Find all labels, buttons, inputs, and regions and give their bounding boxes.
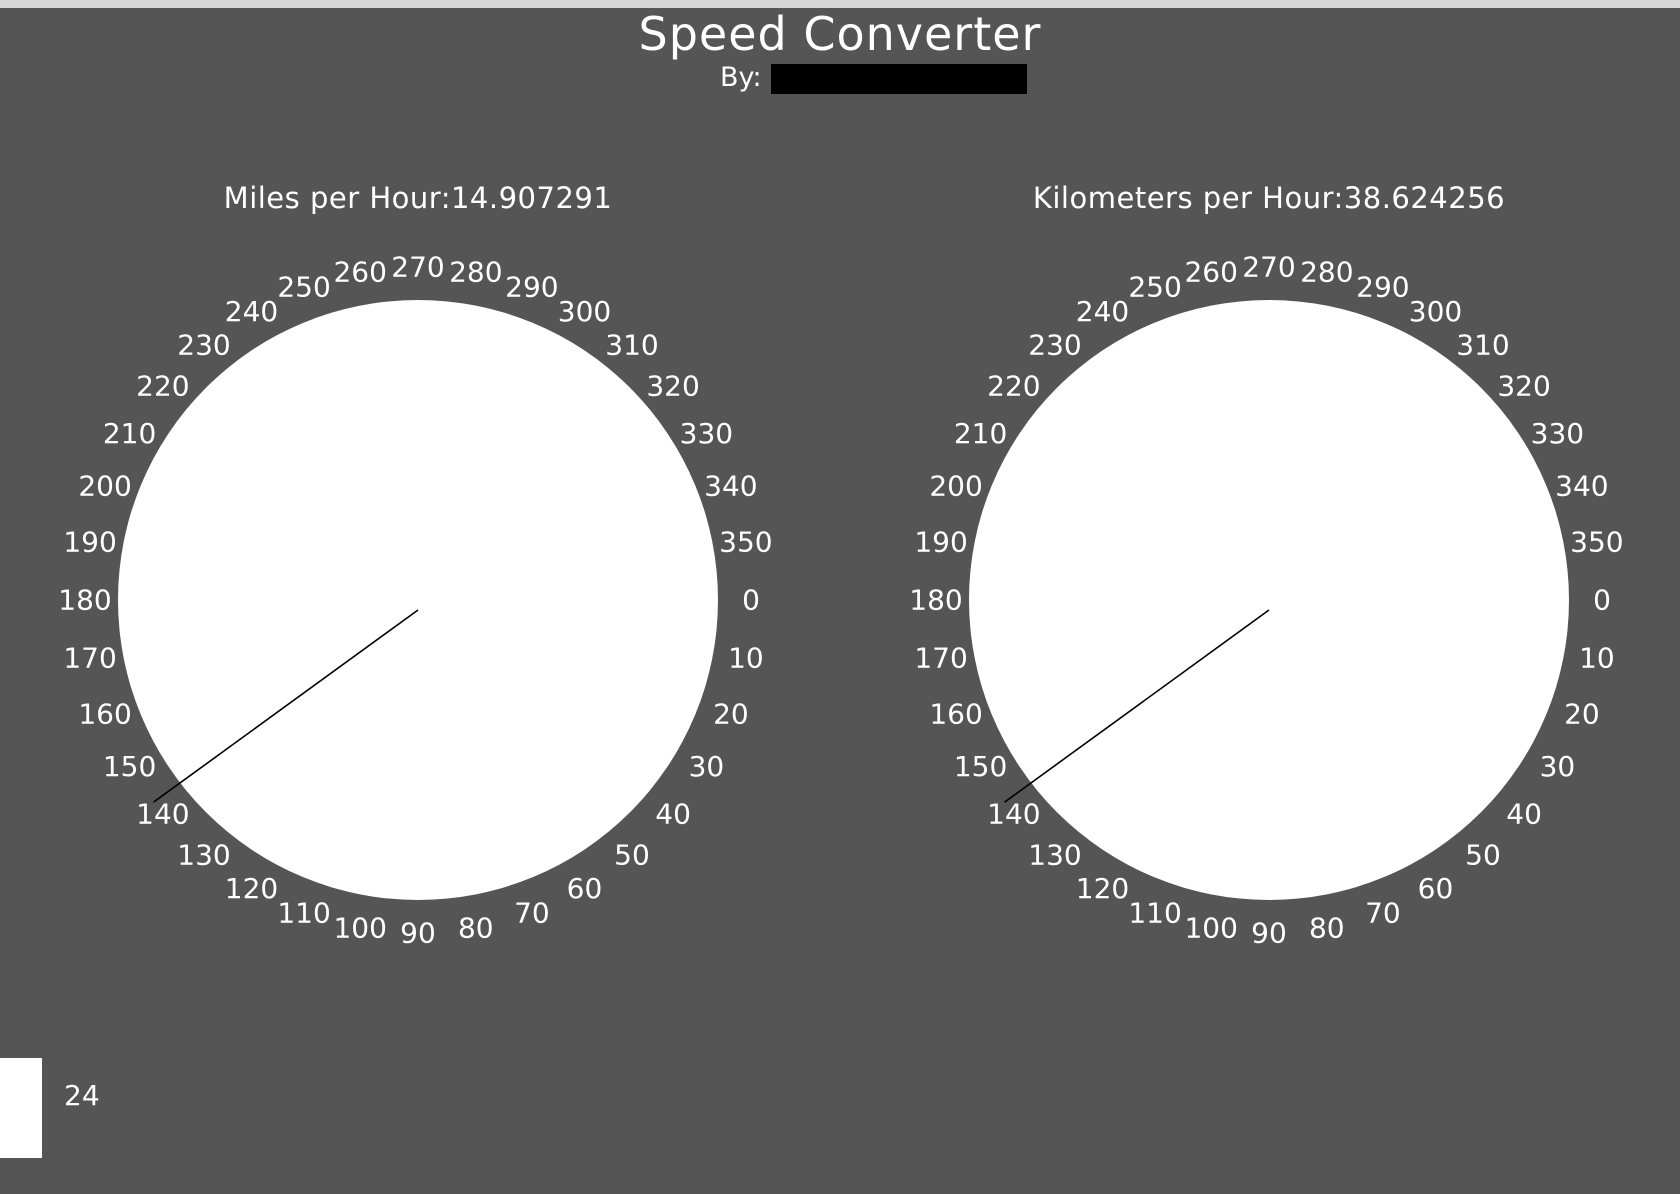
gauge-tick-label: 110 — [277, 896, 330, 929]
gauge-tick-label: 90 — [1251, 917, 1287, 950]
gauge-tick-label: 290 — [1356, 271, 1409, 304]
gauge-tick-label: 260 — [1184, 256, 1237, 289]
gauge-tick-label: 120 — [225, 872, 278, 905]
gauge-tick-label: 250 — [1128, 271, 1181, 304]
gauge-tick-label: 230 — [1028, 328, 1081, 361]
gauge-tick-label: 190 — [63, 526, 116, 559]
gauge-tick-label: 230 — [177, 328, 230, 361]
gauge-tick-label: 30 — [689, 750, 725, 783]
gauge-tick-label: 270 — [1242, 251, 1295, 284]
gauge-tick-label: 140 — [987, 798, 1040, 831]
gauge-tick-label: 240 — [1076, 295, 1129, 328]
gauge-tick-label: 20 — [713, 697, 749, 730]
gauge-tick-label: 70 — [514, 896, 550, 929]
gauge-tick-label: 0 — [1593, 584, 1611, 617]
gauge-tick-label: 340 — [704, 470, 757, 503]
speed-input-value: 24 — [64, 1079, 100, 1112]
gauge-dial-face — [118, 300, 718, 900]
gauge-tick-label: 260 — [333, 256, 386, 289]
gauge-tick-label: 130 — [177, 839, 230, 872]
gauge-tick-label: 150 — [103, 750, 156, 783]
gauge-tick-label: 330 — [1531, 417, 1584, 450]
gauge-tick-label: 150 — [954, 750, 1007, 783]
gauge-dial-face — [969, 300, 1569, 900]
gauge-tick-label: 300 — [558, 295, 611, 328]
gauge-tick-label: 280 — [1300, 256, 1353, 289]
kmh-gauge-label: Kilometers per Hour:38.624256 — [1032, 181, 1506, 215]
gauge-tick-label: 210 — [103, 417, 156, 450]
gauge-tick-label: 70 — [1365, 896, 1401, 929]
gauge-tick-label: 100 — [333, 911, 386, 944]
gauge-tick-label: 330 — [680, 417, 733, 450]
gauge-needle — [1004, 609, 1270, 803]
gauge-tick-label: 310 — [605, 328, 658, 361]
gauge-tick-label: 280 — [449, 256, 502, 289]
window-top-bar — [0, 0, 1680, 8]
mph-gauge-label: Miles per Hour:14.907291 — [223, 181, 613, 215]
gauge-tick-label: 0 — [742, 584, 760, 617]
gauge-tick-label: 190 — [914, 526, 967, 559]
gauge-tick-label: 160 — [929, 697, 982, 730]
gauge-tick-label: 320 — [1497, 370, 1550, 403]
gauge-needle — [153, 609, 419, 803]
gauge-tick-label: 180 — [909, 584, 962, 617]
gauge-tick-label: 130 — [1028, 839, 1081, 872]
byline-label: By: — [720, 62, 762, 93]
gauge-tick-label: 310 — [1456, 328, 1509, 361]
gauge-tick-label: 350 — [719, 526, 772, 559]
gauge-tick-label: 180 — [58, 584, 111, 617]
gauge-tick-label: 240 — [225, 295, 278, 328]
gauge-tick-label: 340 — [1555, 470, 1608, 503]
gauge-tick-label: 60 — [1418, 872, 1454, 905]
gauge-tick-label: 10 — [1579, 641, 1615, 674]
gauge-tick-label: 60 — [567, 872, 603, 905]
redacted-author-name — [771, 64, 1027, 94]
gauge-tick-label: 350 — [1570, 526, 1623, 559]
gauge-tick-label: 170 — [914, 641, 967, 674]
gauge-tick-label: 170 — [63, 641, 116, 674]
gauge-tick-label: 290 — [505, 271, 558, 304]
gauge-tick-label: 90 — [400, 917, 436, 950]
gauge-tick-label: 220 — [987, 370, 1040, 403]
gauge-tick-label: 50 — [1465, 839, 1501, 872]
gauge-tick-label: 270 — [391, 251, 444, 284]
gauge-tick-label: 300 — [1409, 295, 1462, 328]
speed-input-field[interactable] — [0, 1058, 42, 1158]
gauge-tick-label: 30 — [1540, 750, 1576, 783]
gauge-tick-label: 110 — [1128, 896, 1181, 929]
gauge-tick-label: 100 — [1184, 911, 1237, 944]
gauge-tick-label: 10 — [728, 641, 764, 674]
gauge-tick-label: 40 — [1506, 798, 1542, 831]
gauge-tick-label: 120 — [1076, 872, 1129, 905]
gauge-tick-label: 140 — [136, 798, 189, 831]
gauge-tick-label: 50 — [614, 839, 650, 872]
app-title: Speed Converter — [638, 7, 1042, 61]
gauge-tick-label: 160 — [78, 697, 131, 730]
gauge-tick-label: 200 — [78, 470, 131, 503]
gauge-tick-label: 80 — [458, 911, 494, 944]
gauge-tick-label: 250 — [277, 271, 330, 304]
gauge-tick-label: 210 — [954, 417, 1007, 450]
gauge-tick-label: 200 — [929, 470, 982, 503]
gauge-tick-label: 320 — [646, 370, 699, 403]
gauge-tick-label: 20 — [1564, 697, 1600, 730]
gauge-tick-label: 220 — [136, 370, 189, 403]
gauge-tick-label: 40 — [655, 798, 691, 831]
gauge-tick-label: 80 — [1309, 911, 1345, 944]
